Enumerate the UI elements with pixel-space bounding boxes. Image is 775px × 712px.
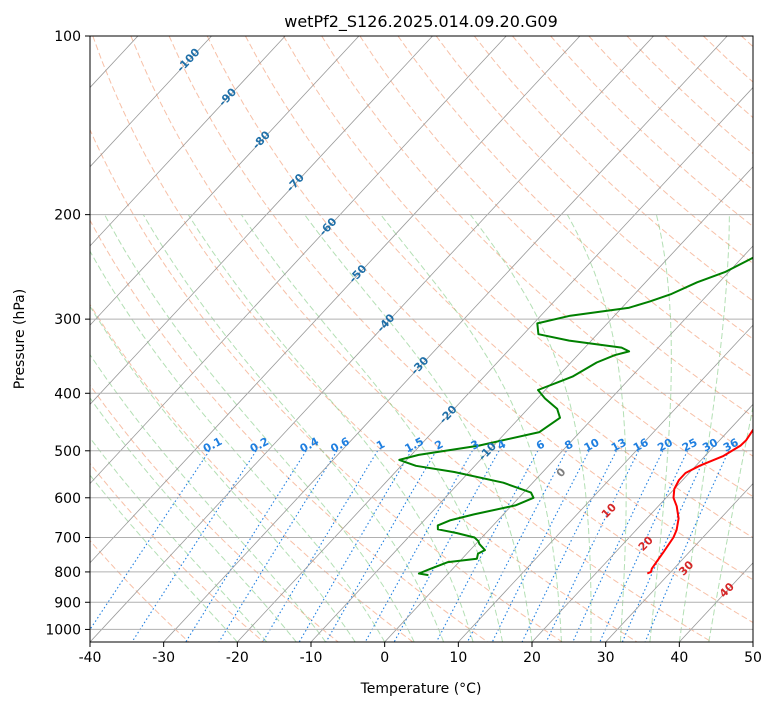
- moist-adiabat-line: [188, 215, 473, 642]
- moist-adiabat-line: [41, 215, 356, 642]
- dry-adiabat-line: [665, 36, 775, 642]
- dry-adiabat-line: [0, 36, 338, 642]
- mixing-ratio-label: 0.1: [201, 435, 224, 456]
- x-tick-label: -30: [152, 650, 175, 666]
- isotherm-line: [0, 36, 64, 642]
- dry-adiabat-line: [551, 36, 775, 642]
- isotherm-line: [606, 36, 775, 642]
- y-tick-label: 100: [54, 29, 81, 45]
- moist-adiabat-line: [305, 215, 532, 642]
- mixing-ratio-label: 10: [582, 436, 602, 455]
- isotherm-line: [0, 36, 506, 642]
- isotherm-line: [0, 36, 212, 642]
- isotherm-line: [532, 36, 775, 642]
- x-tick-label: 20: [523, 650, 541, 666]
- dry-adiabat-line: [436, 36, 775, 642]
- dry-adiabat-line: [322, 36, 775, 642]
- x-tick-label: 50: [744, 650, 762, 666]
- moist-adiabat-line: [0, 215, 296, 642]
- mixing-ratio-line: [492, 451, 589, 642]
- x-axis-label: Temperature (°C): [360, 681, 482, 697]
- dry-adiabat-line: [0, 36, 413, 642]
- x-tick-label: -10: [300, 650, 323, 666]
- y-axis-label: Pressure (hPa): [12, 289, 28, 389]
- mixing-ratio-line: [326, 451, 436, 642]
- x-tick-label: -40: [79, 650, 102, 666]
- moist-adiabat-line: [709, 215, 775, 642]
- y-tick-label: 200: [54, 208, 81, 224]
- profile-series: [399, 36, 775, 575]
- mixing-ratio-line: [263, 451, 378, 642]
- x-tick-label: -20: [226, 650, 249, 666]
- moist-adiabat-line: [0, 215, 237, 642]
- mixing-ratio-line: [365, 451, 472, 642]
- dry-adiabat-line: [284, 36, 775, 642]
- mixing-ratio-line: [645, 451, 729, 642]
- mixing-ratio-label: 0.6: [328, 435, 352, 456]
- y-tick-label: 1000: [45, 622, 81, 638]
- dry-adiabat-line: [16, 36, 487, 642]
- dry-adiabat-line: [0, 36, 189, 642]
- isotherm-line: [753, 36, 775, 642]
- y-tick-label: 300: [54, 312, 81, 328]
- mixing-ratio-label: 0.2: [248, 435, 271, 456]
- moist-adiabat-label: 0: [554, 465, 569, 480]
- mixing-ratio-line: [186, 451, 306, 642]
- mixing-ratio-line: [219, 451, 337, 642]
- mixing-ratio-label: 30: [700, 436, 720, 455]
- y-tick-label: 800: [54, 565, 81, 581]
- isotherm-line: [679, 36, 775, 642]
- mixing-ratio-label: 25: [680, 436, 700, 455]
- moist-adiabat-line: [470, 215, 591, 642]
- x-tick-label: 40: [670, 650, 688, 666]
- mixing-ratio-label: 0.4: [298, 435, 322, 456]
- mixing-ratio-label: 1.5: [403, 435, 426, 456]
- mixing-ratio-label: 36: [721, 436, 741, 455]
- x-tick-label: 10: [449, 650, 467, 666]
- y-tick-label: 500: [54, 444, 81, 460]
- y-tick-label: 700: [54, 531, 81, 547]
- isotherm-line: [16, 36, 580, 642]
- dry-adiabat-line: [398, 36, 775, 642]
- isotherm-line: [90, 36, 654, 642]
- dry-adiabat-line: [703, 36, 775, 642]
- background-lines: [0, 36, 775, 642]
- temperature-profile-line: [647, 41, 775, 573]
- moist-adiabat-label: 10: [599, 501, 619, 521]
- mixing-ratio-label: 20: [655, 436, 675, 455]
- isotherm-line: [0, 36, 359, 642]
- dry-adiabat-line: [741, 36, 775, 642]
- x-tick-label: 30: [597, 650, 615, 666]
- x-tick-label: 0: [380, 650, 389, 666]
- y-tick-label: 900: [54, 595, 81, 611]
- dewpoint-profile-line: [399, 36, 775, 575]
- y-tick-label: 400: [54, 386, 81, 402]
- moist-adiabat-line: [71, 215, 385, 642]
- y-tick-label: 600: [54, 491, 81, 507]
- moist-adiabat-line: [143, 215, 443, 642]
- moist-adiabat-line: [567, 215, 626, 642]
- mixing-ratio-line: [394, 451, 499, 642]
- dry-adiabat-line: [169, 36, 775, 642]
- chart-title: wetPf2_S126.2025.014.09.20.G09: [284, 12, 558, 32]
- isotherm-line: [237, 36, 775, 642]
- moist-adiabat-line: [105, 215, 415, 642]
